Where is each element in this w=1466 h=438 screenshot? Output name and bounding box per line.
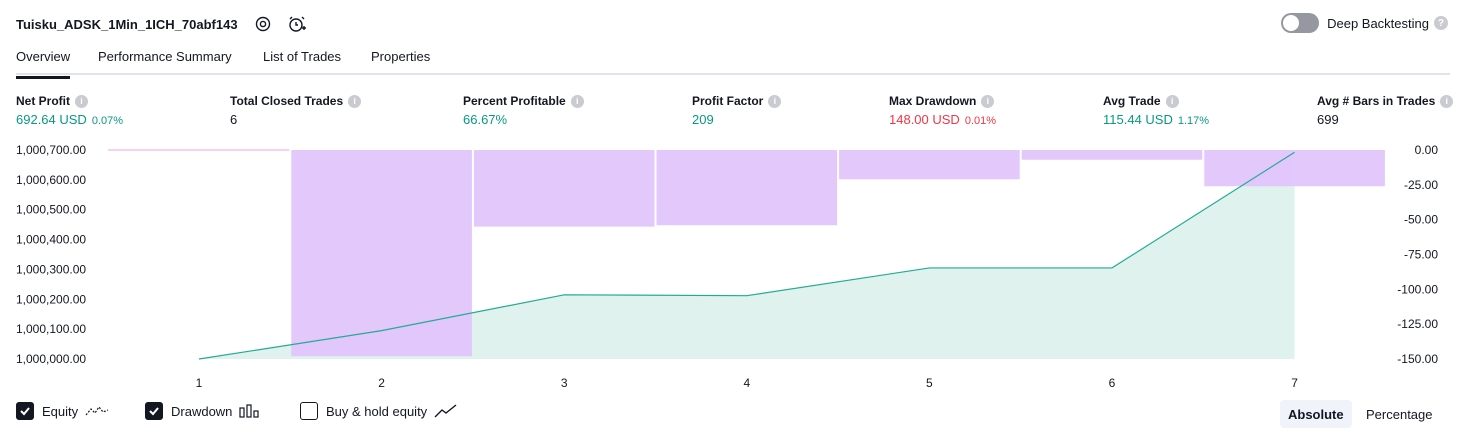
metric-profit-factor: Profit Factor i 209 xyxy=(692,94,782,127)
drawdown-bar xyxy=(656,150,838,226)
deep-backtesting: Deep Backtesting ? xyxy=(1281,13,1448,33)
metric-value: 699 xyxy=(1317,112,1339,127)
metric-label: Max Drawdown xyxy=(889,94,977,108)
tab-list-of-trades[interactable]: List of Trades xyxy=(263,49,342,64)
metric-label: Percent Profitable xyxy=(463,94,566,108)
right-axis-tick: -125.00 xyxy=(1397,317,1438,331)
bar-chart-icon xyxy=(239,404,260,418)
strategy-title: Tuisku_ADSK_1Min_1ICH_70abf143 xyxy=(16,16,238,32)
deep-backtesting-label: Deep Backtesting xyxy=(1327,15,1429,31)
info-icon[interactable]: i xyxy=(348,94,362,108)
right-axis-tick: -25.00 xyxy=(1404,178,1438,192)
metric-percent: 0.07% xyxy=(91,115,124,127)
tab-bar: Overview Performance Summary List of Tra… xyxy=(16,44,1450,79)
help-icon[interactable]: ? xyxy=(1434,16,1448,30)
legend-buy-hold[interactable]: Buy & hold equity xyxy=(300,402,458,420)
right-axis-tick: -100.00 xyxy=(1397,282,1438,296)
equity-checkbox[interactable] xyxy=(16,402,34,420)
equity-line-group xyxy=(198,151,1295,360)
x-axis-tick: 3 xyxy=(561,376,568,390)
metric-max-drawdown: Max Drawdown i 148.00 USD 0.01% xyxy=(889,94,996,127)
equity-area xyxy=(199,152,1295,359)
x-axis-tick: 1 xyxy=(196,376,203,390)
info-icon[interactable]: i xyxy=(1165,94,1179,108)
metric-value: 115.44 USD xyxy=(1103,112,1173,127)
right-axis: 0.00 -25.00 -50.00 -75.00 -100.00 -125.00 -150… xyxy=(1397,143,1438,366)
equity-line xyxy=(198,151,1295,360)
x-axis-tick: 4 xyxy=(743,376,750,390)
header: Tuisku_ADSK_1Min_1ICH_70abf143 xyxy=(16,12,308,36)
metric-label: Net Profit xyxy=(16,94,70,108)
left-axis-tick: 1,000,600.00 xyxy=(16,173,86,187)
metric-avg-trade: Avg Trade i 115.44 USD 1.17% xyxy=(1103,94,1209,127)
drawdown-bar xyxy=(1204,150,1385,187)
right-axis-tick: -75.00 xyxy=(1404,248,1438,262)
add-alert-icon[interactable] xyxy=(286,13,308,35)
info-icon[interactable]: i xyxy=(768,94,782,108)
left-axis-tick: 1,000,100.00 xyxy=(16,322,86,336)
info-icon[interactable]: i xyxy=(981,94,995,108)
metric-total-closed-trades: Total Closed Trades i 6 xyxy=(230,94,362,127)
drawdown-checkbox[interactable] xyxy=(145,402,163,420)
metric-percent-profitable: Percent Profitable i 66.67% xyxy=(463,94,584,127)
x-axis-tick: 5 xyxy=(926,376,933,390)
left-axis: 1,000,700.00 1,000,600.00 1,000,500.00 1,00… xyxy=(16,143,86,366)
metric-label: Avg Trade xyxy=(1103,94,1161,108)
right-axis-tick: 0.00 xyxy=(1415,143,1439,157)
left-axis-tick: 1,000,500.00 xyxy=(16,203,86,217)
equity-drawdown-chart: 1,000,700.00 1,000,600.00 1,000,500.00 1,00… xyxy=(16,143,1438,390)
left-axis-tick: 1,000,300.00 xyxy=(16,262,86,276)
info-icon[interactable]: i xyxy=(570,94,584,108)
metric-value: 66.67% xyxy=(463,112,508,127)
drawdown-bar xyxy=(1021,150,1203,160)
metric-label: Avg # Bars in Trades xyxy=(1317,94,1436,108)
x-axis-tick: 6 xyxy=(1109,376,1116,390)
metric-label: Profit Factor xyxy=(692,94,764,108)
metric-net-profit: Net Profit i 692.64 USD 0.07% xyxy=(16,94,123,127)
info-icon[interactable]: i xyxy=(75,94,88,108)
metric-avg-bars: Avg # Bars in Trades i 699 xyxy=(1317,94,1454,127)
metric-value: 692.64 USD xyxy=(16,112,87,127)
drawdown-bar xyxy=(473,150,655,227)
x-axis: 1 2 3 4 5 6 7 xyxy=(196,376,1299,390)
right-axis-tick: -50.00 xyxy=(1404,213,1438,227)
settings-icon[interactable] xyxy=(252,13,274,35)
tab-performance-summary[interactable]: Performance Summary xyxy=(98,49,232,64)
buy-hold-checkbox[interactable] xyxy=(300,402,318,420)
right-axis-tick: -150.00 xyxy=(1397,352,1438,366)
equity-area-group xyxy=(199,152,1295,359)
equity-line-icon xyxy=(85,405,109,416)
left-axis-tick: 1,000,400.00 xyxy=(16,233,86,247)
metric-value: 6 xyxy=(230,112,238,127)
info-icon[interactable]: i xyxy=(1440,94,1454,108)
x-axis-tick: 7 xyxy=(1291,376,1298,390)
percentage-button[interactable]: Percentage xyxy=(1366,406,1433,422)
deep-backtesting-toggle[interactable] xyxy=(1281,13,1320,33)
tab-overview[interactable]: Overview xyxy=(16,49,71,79)
absolute-button[interactable]: Absolute xyxy=(1280,400,1352,428)
drawdown-bar xyxy=(291,150,472,357)
drawdown-bar xyxy=(839,150,1020,180)
x-axis-tick: 2 xyxy=(378,376,385,390)
metric-value: 209 xyxy=(692,112,714,127)
left-axis-tick: 1,000,700.00 xyxy=(16,143,86,157)
tab-properties[interactable]: Properties xyxy=(371,49,431,64)
metric-percent: 0.01% xyxy=(964,115,997,127)
legend-label: Buy & hold equity xyxy=(326,403,428,419)
left-axis-tick: 1,000,200.00 xyxy=(16,292,86,306)
legend-label: Drawdown xyxy=(171,403,233,419)
drawdown-bars xyxy=(108,149,1385,357)
metric-percent: 1.17% xyxy=(1177,115,1210,127)
metric-value: 148.00 USD xyxy=(889,112,960,127)
metric-label: Total Closed Trades xyxy=(230,94,344,108)
left-axis-tick: 1,000,000.00 xyxy=(16,352,86,366)
legend-drawdown[interactable]: Drawdown xyxy=(145,402,261,420)
trend-line-icon xyxy=(434,404,457,418)
legend-label: Equity xyxy=(42,403,79,419)
legend-equity[interactable]: Equity xyxy=(16,402,109,420)
